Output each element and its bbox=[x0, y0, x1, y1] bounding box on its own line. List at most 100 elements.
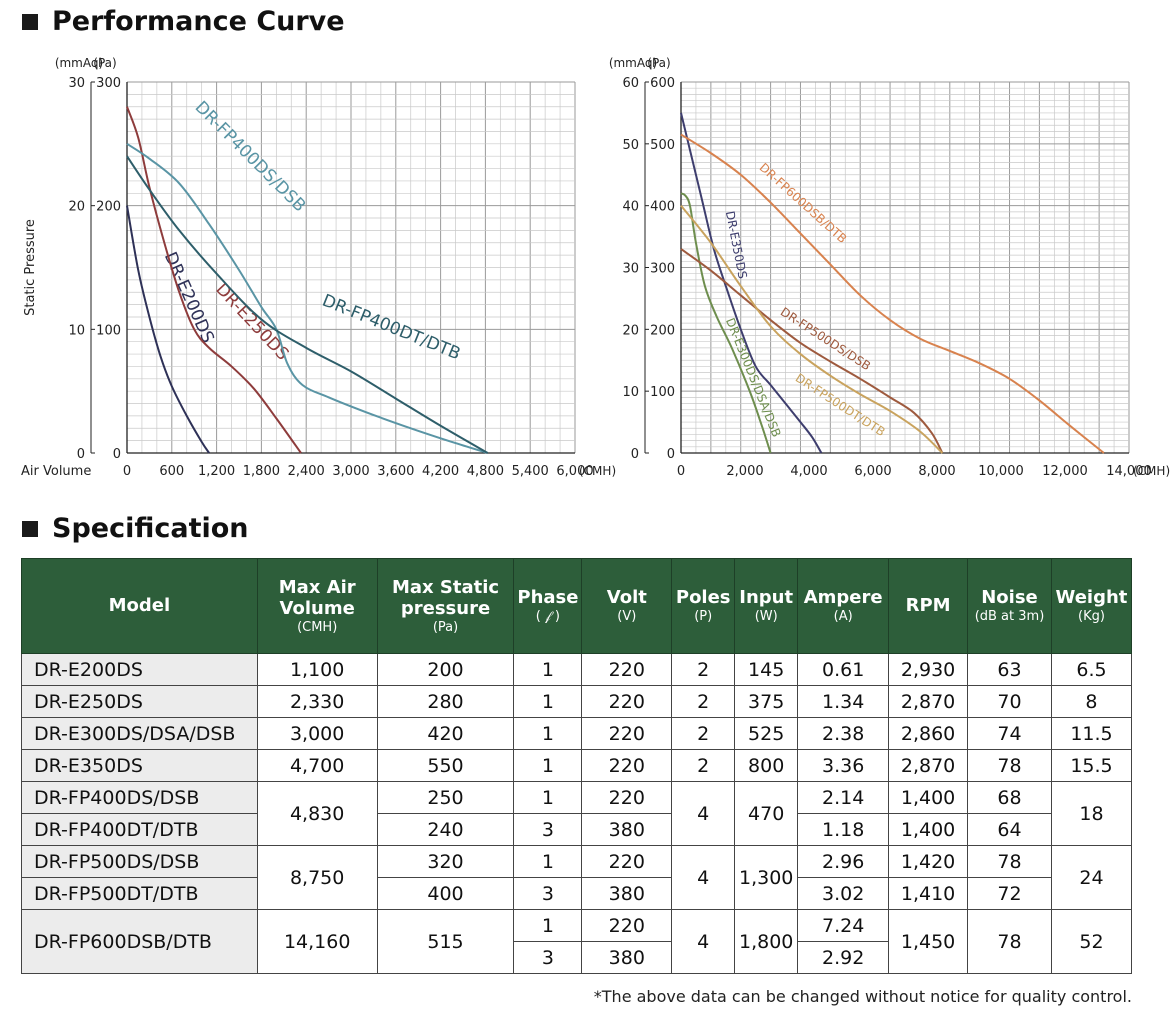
x-tick-label: 4,200 bbox=[422, 464, 459, 479]
y-tick-label-mmaq: 40 bbox=[622, 200, 639, 215]
specification-table: Model Max Air Volume (CMH) Max Static pre… bbox=[21, 558, 1133, 974]
y-tick-label-pa: 0 bbox=[667, 447, 675, 462]
air-volume-cell: 4,700 bbox=[256, 749, 378, 782]
header-poles: Poles (P) bbox=[671, 558, 736, 654]
table-row: DR-FP400DT/DTB 240 3 380 1.18 1,400 64 bbox=[21, 813, 1132, 846]
input-cell: 1,300 bbox=[734, 845, 799, 910]
input-cell: 525 bbox=[734, 717, 799, 750]
noise-cell: 64 bbox=[967, 813, 1052, 846]
y-tick-label-pa: 200 bbox=[96, 200, 121, 215]
x-tick-label: 2,000 bbox=[726, 464, 763, 479]
pressure-cell: 250 bbox=[376, 781, 515, 814]
phase-cell: 3 bbox=[513, 877, 583, 910]
weight-cell: 52 bbox=[1050, 909, 1133, 974]
performance-chart-right: 0 2,000 4,000 6,000 8,000 10,000 12,000 14,000 0… bbox=[609, 56, 1170, 479]
rpm-cell: 1,410 bbox=[888, 877, 969, 910]
y-tick-label-mmaq: 20 bbox=[68, 200, 85, 215]
y-tick-label-pa: 100 bbox=[96, 323, 121, 338]
phase-cell: 1 bbox=[513, 909, 583, 942]
x-tick-label: 3,600 bbox=[377, 464, 414, 479]
curve-dr-fp400ds-dsb bbox=[126, 142, 488, 454]
x-tick-label: 2,400 bbox=[288, 464, 325, 479]
y-tick-label-mmaq: 10 bbox=[68, 323, 85, 338]
curve-dr-e300ds-dsa-dsb bbox=[680, 192, 772, 454]
curve-dr-fp400dt-dtb bbox=[126, 155, 489, 454]
header-model: Model bbox=[21, 558, 258, 654]
poles-cell: 4 bbox=[671, 909, 736, 974]
volt-cell: 220 bbox=[581, 909, 673, 942]
x-tick-label: 0 bbox=[123, 464, 131, 479]
model-cell: DR-FP500DS/DSB bbox=[21, 845, 258, 878]
weight-cell: 15.5 bbox=[1050, 749, 1133, 782]
x-tick-label: 14,000 bbox=[1106, 464, 1152, 479]
table-row: DR-FP500DS/DSB 8,750 320 1 220 4 1,300 2… bbox=[21, 845, 1133, 910]
noise-cell: 78 bbox=[967, 909, 1052, 974]
y-tick-label-mmaq: 0 bbox=[631, 447, 639, 462]
y-unit-pa: (Pa) bbox=[647, 56, 670, 70]
poles-cell: 4 bbox=[671, 781, 736, 846]
ampere-cell: 1.34 bbox=[797, 685, 890, 718]
poles-cell: 2 bbox=[671, 685, 736, 718]
x-tick-label: 10,000 bbox=[978, 464, 1024, 479]
model-cell: DR-E250DS bbox=[21, 685, 258, 718]
specification-section-title: Specification bbox=[22, 513, 249, 544]
y-unit-pa: (Pa) bbox=[93, 56, 116, 70]
curve-dr-e250ds bbox=[126, 106, 302, 454]
x-tick-label: 5,400 bbox=[512, 464, 549, 479]
curve-label-dr-fp400ds-dsb: DR-FP400DS/DSB bbox=[191, 97, 310, 216]
noise-cell: 78 bbox=[967, 749, 1052, 782]
bullet-square-icon bbox=[22, 520, 38, 537]
table-row: DR-E200DS 1,100 200 1 220 2 145 0.61 2,9… bbox=[21, 653, 1133, 686]
curve-label-dr-e200ds: DR-E200DS bbox=[160, 249, 218, 346]
y-tick-label-pa: 300 bbox=[96, 76, 121, 91]
ampere-cell: 1.18 bbox=[797, 813, 890, 846]
y-tick-label-pa: 200 bbox=[650, 323, 675, 338]
x-tick-label: 6,000 bbox=[556, 464, 593, 479]
volt-cell: 220 bbox=[581, 781, 673, 814]
input-cell: 470 bbox=[734, 781, 799, 846]
ampere-cell: 2.14 bbox=[797, 781, 890, 814]
header-phase: Phase( 𝒻 ) bbox=[513, 558, 583, 654]
x-axis-label: Air Volume bbox=[21, 464, 91, 479]
model-cell: DR-E350DS bbox=[21, 749, 258, 782]
volt-cell: 220 bbox=[581, 845, 673, 878]
phase-cell: 3 bbox=[513, 941, 583, 974]
table-header-row: Model Max Air Volume (CMH) Max Static pre… bbox=[21, 558, 1133, 654]
table-row: DR-E250DS 2,330 280 1 220 2 375 1.34 2,8… bbox=[21, 685, 1133, 718]
input-cell: 145 bbox=[734, 653, 799, 686]
curve-label-dr-fp400dt-dtb: DR-FP400DT/DTB bbox=[319, 291, 463, 365]
curve-label-dr-e300ds-dsa-dsb: DR-E300DS/DSA/DSB bbox=[723, 316, 784, 439]
y-tick-label-mmaq: 10 bbox=[622, 385, 639, 400]
model-cell: DR-FP500DT/DTB bbox=[21, 877, 258, 910]
volt-cell: 380 bbox=[581, 941, 673, 974]
pressure-cell: 420 bbox=[376, 717, 515, 750]
x-tick-label: 3,000 bbox=[332, 464, 369, 479]
pressure-cell: 200 bbox=[376, 653, 515, 686]
input-cell: 1,800 bbox=[734, 909, 799, 974]
table-row: DR-FP400DS/DSB 4,830 250 1 220 4 470 2.1… bbox=[21, 781, 1133, 846]
table-row: 3 380 2.92 bbox=[22, 941, 1132, 974]
input-cell: 375 bbox=[734, 685, 799, 718]
x-tick-label: 12,000 bbox=[1042, 464, 1088, 479]
specification-title-text: Specification bbox=[52, 513, 249, 544]
pressure-cell: 515 bbox=[376, 909, 515, 974]
header-weight: Weight (Kg) bbox=[1050, 558, 1133, 654]
poles-cell: 4 bbox=[671, 845, 736, 910]
x-tick-label: 0 bbox=[677, 464, 685, 479]
noise-cell: 70 bbox=[967, 685, 1052, 718]
weight-cell: 18 bbox=[1050, 781, 1133, 846]
weight-cell: 8 bbox=[1050, 685, 1133, 718]
pressure-cell: 280 bbox=[376, 685, 515, 718]
x-tick-label: 1,800 bbox=[243, 464, 280, 479]
x-tick-label: 4,800 bbox=[467, 464, 504, 479]
table-row: DR-FP600DSB/DTB 14,160 515 1 220 4 1,800… bbox=[21, 909, 1133, 974]
rpm-cell: 2,870 bbox=[888, 749, 969, 782]
volt-cell: 380 bbox=[581, 813, 673, 846]
x-tick-label: 6,000 bbox=[854, 464, 891, 479]
phase-cell: 1 bbox=[513, 685, 583, 718]
table-row: DR-E300DS/DSA/DSB 3,000 420 1 220 2 525 … bbox=[21, 717, 1133, 750]
air-volume-cell: 8,750 bbox=[256, 845, 378, 910]
header-volt: Volt (V) bbox=[581, 558, 673, 654]
phase-cell: 1 bbox=[513, 845, 583, 878]
curve-dr-fp600dsb-dtb bbox=[680, 133, 1105, 454]
